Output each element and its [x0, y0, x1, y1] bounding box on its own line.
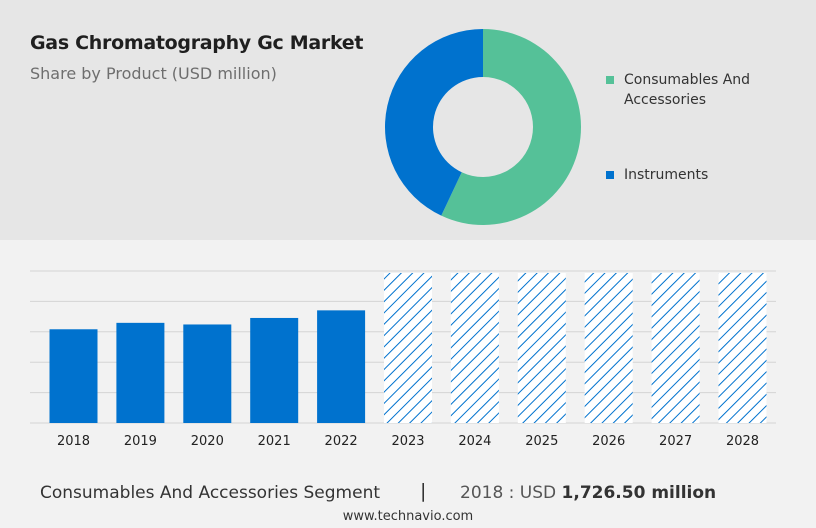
x-tick-label: 2024	[458, 434, 491, 449]
x-tick-label: 2023	[391, 434, 424, 449]
chart-title: Gas Chromatography Gc Market	[30, 32, 364, 54]
bar-2019	[116, 322, 165, 423]
legend-item-consumables: Consumables And Accessories	[606, 70, 774, 110]
x-tick-label: 2026	[592, 434, 625, 449]
forecast-bar-2025	[517, 273, 566, 423]
x-tick-label: 2019	[124, 434, 157, 449]
bar-2018	[49, 329, 98, 423]
bar-2021	[250, 317, 299, 423]
footer-segment-label: Consumables And Accessories Segment	[40, 483, 381, 503]
forecast-bar-2026	[584, 273, 633, 423]
footer-url: www.technavio.com	[342, 509, 474, 524]
legend-label-consumables: Consumables And Accessories	[624, 72, 751, 108]
x-tick-label: 2020	[191, 434, 224, 449]
legend-label-instruments: Instruments	[624, 167, 709, 183]
footer-value: 2018 : USD 1,726.50 million	[460, 483, 716, 503]
forecast-bar-2027	[651, 273, 700, 423]
donut-chart	[385, 29, 581, 225]
donut-slice-consumables-and-accessories	[441, 29, 581, 225]
x-tick-label: 2018	[57, 434, 90, 449]
legend-swatch-instruments	[606, 171, 614, 179]
x-tick-label: 2025	[525, 434, 558, 449]
forecast-bar-2028	[718, 273, 767, 423]
x-tick-label: 2028	[726, 434, 759, 449]
footer-year-label: 2018 : USD	[460, 483, 557, 503]
x-tick-label: 2027	[659, 434, 692, 449]
footer-separator: |	[420, 480, 427, 502]
x-tick-label: 2021	[258, 434, 291, 449]
forecast-bar-2024	[450, 273, 499, 423]
bar-2020	[183, 324, 232, 423]
x-tick-label: 2022	[325, 434, 358, 449]
forecast-bar-2023	[384, 273, 432, 423]
legend-swatch-consumables	[606, 76, 614, 84]
chart-subtitle: Share by Product (USD million)	[30, 64, 277, 83]
bar-chart: 2018 2019 2020 2021 2022 2023 2024 2025 2026 2027…	[30, 270, 776, 449]
footer-value-amount: 1,726.50 million	[561, 483, 717, 503]
donut-slice-instruments	[385, 29, 483, 216]
legend-item-instruments: Instruments	[606, 165, 774, 185]
bar-2022	[317, 310, 366, 423]
